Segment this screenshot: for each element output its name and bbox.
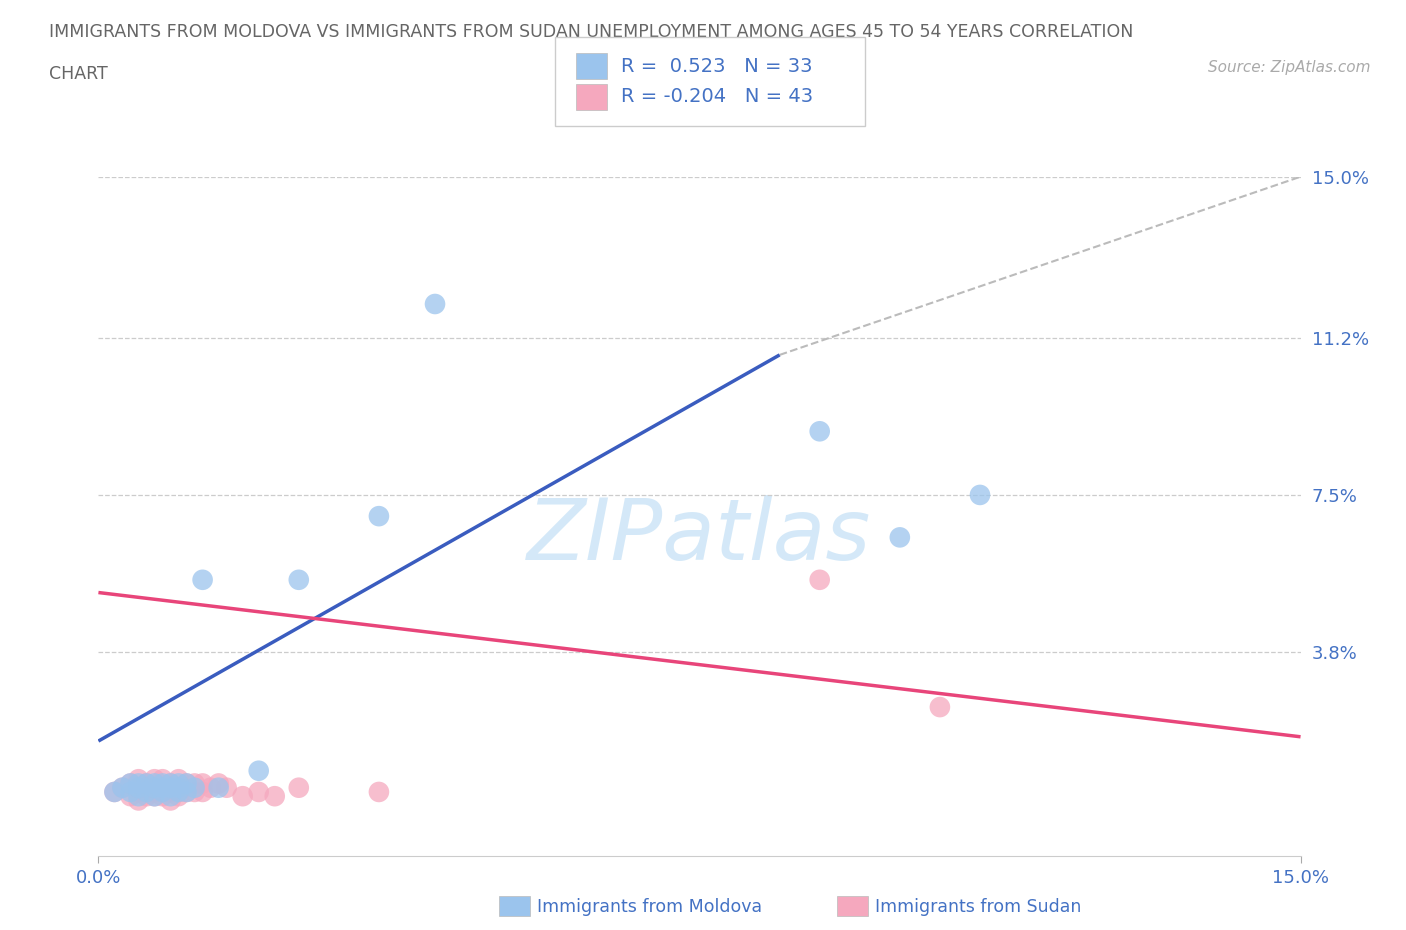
Point xyxy=(167,789,190,804)
Point xyxy=(159,776,181,790)
Point xyxy=(423,297,446,312)
Point xyxy=(167,780,190,795)
Point xyxy=(128,772,150,787)
Point xyxy=(183,780,205,795)
Point xyxy=(808,572,831,587)
Point xyxy=(263,789,285,804)
Point xyxy=(176,776,198,790)
Point xyxy=(103,785,125,800)
Point xyxy=(152,785,174,800)
Text: Immigrants from Moldova: Immigrants from Moldova xyxy=(537,897,762,916)
Point xyxy=(128,785,150,800)
Point xyxy=(167,785,190,800)
Point xyxy=(120,776,142,790)
Point xyxy=(368,509,391,524)
Point xyxy=(167,776,190,790)
Point xyxy=(159,785,181,800)
Point xyxy=(808,424,831,439)
Point xyxy=(200,780,222,795)
Point xyxy=(247,764,270,778)
Point xyxy=(143,780,166,795)
Point xyxy=(128,789,150,804)
Point xyxy=(152,772,174,787)
Point xyxy=(247,785,270,800)
Point xyxy=(167,785,190,800)
Point xyxy=(111,780,134,795)
Point xyxy=(159,780,181,795)
Point xyxy=(889,530,911,545)
Point xyxy=(135,776,157,790)
Point xyxy=(183,776,205,790)
Point xyxy=(167,780,190,795)
Point xyxy=(176,776,198,790)
Point xyxy=(191,785,214,800)
Point xyxy=(120,776,142,790)
Point xyxy=(232,789,254,804)
Point xyxy=(103,785,125,800)
Point xyxy=(215,780,238,795)
Point xyxy=(152,780,174,795)
Point xyxy=(135,780,157,795)
Point xyxy=(167,772,190,787)
Point xyxy=(143,785,166,800)
Point xyxy=(159,780,181,795)
Point xyxy=(159,776,181,790)
Point xyxy=(135,785,157,800)
Point xyxy=(143,776,166,790)
Point xyxy=(128,793,150,808)
Point xyxy=(176,785,198,800)
Point xyxy=(288,572,311,587)
Point xyxy=(152,776,174,790)
Text: Source: ZipAtlas.com: Source: ZipAtlas.com xyxy=(1208,60,1371,75)
Point xyxy=(143,789,166,804)
Point xyxy=(191,572,214,587)
Point xyxy=(120,789,142,804)
Text: R =  0.523   N = 33: R = 0.523 N = 33 xyxy=(621,57,813,75)
Point xyxy=(159,789,181,804)
Point xyxy=(111,780,134,795)
Text: R = -0.204   N = 43: R = -0.204 N = 43 xyxy=(621,87,814,106)
Point xyxy=(120,785,142,800)
Point xyxy=(929,699,952,714)
Point xyxy=(368,785,391,800)
Point xyxy=(143,772,166,787)
Point xyxy=(159,793,181,808)
Point xyxy=(128,780,150,795)
Point xyxy=(152,785,174,800)
Point xyxy=(143,780,166,795)
Point xyxy=(176,785,198,800)
Point xyxy=(208,780,231,795)
Text: IMMIGRANTS FROM MOLDOVA VS IMMIGRANTS FROM SUDAN UNEMPLOYMENT AMONG AGES 45 TO 5: IMMIGRANTS FROM MOLDOVA VS IMMIGRANTS FR… xyxy=(49,23,1133,41)
Point xyxy=(969,487,991,502)
Point xyxy=(288,780,311,795)
Text: ZIPatlas: ZIPatlas xyxy=(527,495,872,578)
Point xyxy=(128,780,150,795)
Point xyxy=(152,789,174,804)
Point xyxy=(135,789,157,804)
Text: CHART: CHART xyxy=(49,65,108,83)
Point xyxy=(143,789,166,804)
Text: Immigrants from Sudan: Immigrants from Sudan xyxy=(875,897,1081,916)
Point xyxy=(191,776,214,790)
Point xyxy=(183,785,205,800)
Point xyxy=(152,780,174,795)
Point xyxy=(208,776,231,790)
Point xyxy=(135,776,157,790)
Point xyxy=(128,776,150,790)
